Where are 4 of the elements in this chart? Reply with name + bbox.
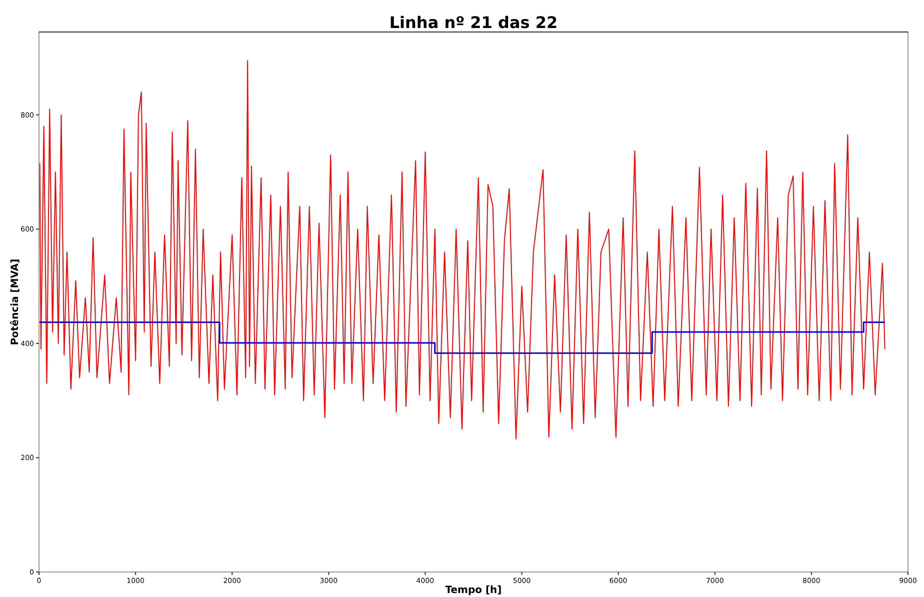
- chart-title: Linha nº 21 das 22: [389, 13, 558, 32]
- line-series: [39, 60, 886, 440]
- x-axis-title: Tempo [h]: [445, 585, 502, 596]
- y-axis-title: Potência [MVA]: [10, 258, 21, 346]
